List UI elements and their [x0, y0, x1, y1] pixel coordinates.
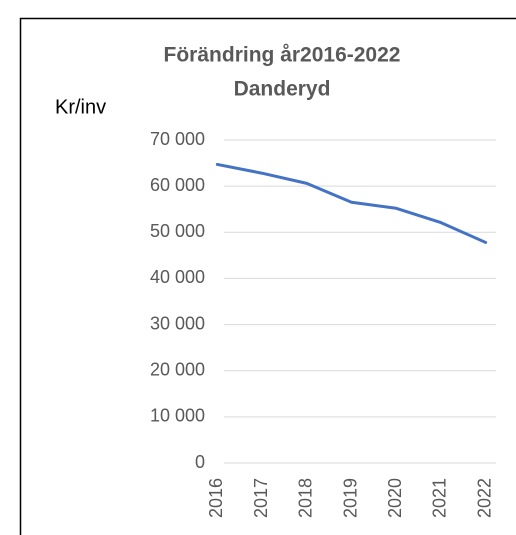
x-tick-label: 2020	[385, 478, 405, 518]
y-axis-label: Kr/inv	[55, 96, 106, 118]
y-tick-label: 60 000	[150, 175, 205, 195]
y-tick-label: 0	[195, 452, 205, 472]
x-tick-label: 2016	[206, 478, 226, 518]
chart-frame	[19, 17, 516, 535]
y-tick-label: 50 000	[150, 221, 205, 241]
x-tick-label: 2021	[430, 478, 450, 518]
y-tick-label: 40 000	[150, 267, 205, 287]
chart-title: Danderyd	[234, 78, 331, 101]
x-tick-label: 2022	[474, 478, 494, 518]
x-tick-label: 2019	[340, 478, 360, 518]
x-tick-label: 2017	[251, 478, 271, 518]
y-tick-label: 20 000	[150, 359, 205, 379]
y-tick-label: 10 000	[150, 406, 205, 426]
x-tick-label: 2018	[296, 478, 316, 518]
chart-title: Förändring år2016-2022	[164, 44, 401, 67]
y-tick-label: 70 000	[150, 129, 205, 149]
data-line	[215, 162, 488, 244]
y-tick-label: 30 000	[150, 313, 205, 333]
